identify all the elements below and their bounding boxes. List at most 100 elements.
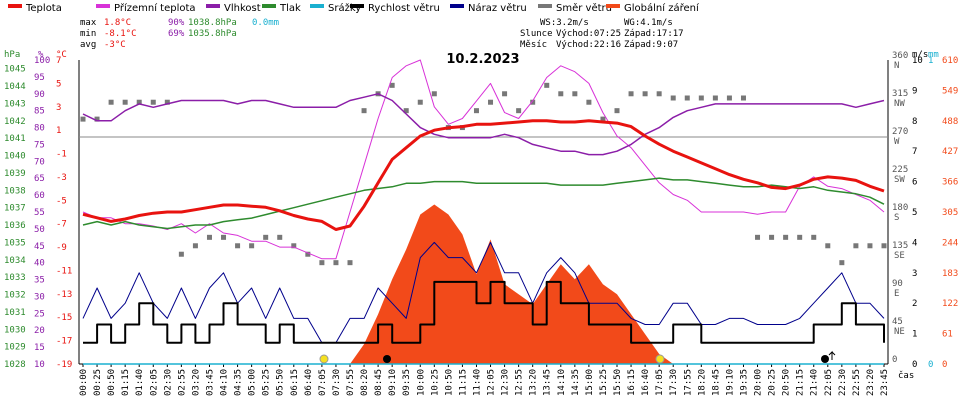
pressure-tick-label: 1036: [4, 221, 26, 231]
x-tick-label: 12:05: [487, 369, 497, 396]
x-tick-label: 02:30: [163, 369, 173, 396]
humidity-tick-label: 50: [34, 225, 45, 235]
temperature-tick-label: -17: [56, 337, 72, 347]
wind-direction-point: [235, 243, 241, 249]
wind-direction-point: [221, 234, 227, 240]
stat-max-press: 1038.8hPa: [188, 18, 237, 28]
pressure-tick-label: 1034: [4, 256, 26, 266]
wind-direction-tick-label: 90: [892, 279, 903, 289]
wind-direction-tick-label: 0: [892, 355, 897, 365]
chart-title: 10.2.2023: [446, 52, 519, 67]
wind-direction-point: [150, 99, 156, 105]
wind-direction-tick-label: 180: [892, 203, 908, 213]
wind-direction-tick-label: S: [894, 213, 899, 223]
radiation-tick-label: 427: [942, 147, 958, 157]
wind-direction-point: [164, 99, 170, 105]
wind-direction-point: [361, 108, 367, 114]
x-tick-label: 13:45: [543, 369, 553, 396]
radiation-tick-label: 122: [942, 299, 958, 309]
x-tick-label: 00:00: [79, 369, 89, 396]
legend-swatch: [96, 4, 110, 8]
wind-speed-tick-label: 0: [912, 360, 917, 370]
temperature-tick-label: 7: [56, 56, 61, 66]
temperature-tick-label: -9: [56, 243, 67, 253]
x-tick-label: 05:50: [276, 369, 286, 396]
wind-speed-tick-label: 1: [912, 330, 917, 340]
wind-direction-tick-label: 225: [892, 165, 908, 175]
wind-direction-tick-label: N: [894, 61, 899, 71]
stat-max-rain: 0.0mm: [252, 18, 279, 28]
humidity-tick-label: 10: [34, 360, 45, 370]
x-tick-label: 05:25: [262, 369, 272, 396]
legend-label: Vlhkost: [224, 3, 261, 14]
rain-tick-label: 1: [928, 56, 933, 66]
x-tick-label: 23:45: [880, 369, 890, 396]
x-tick-label: 10:00: [416, 369, 426, 396]
wind-direction-point: [881, 243, 887, 249]
wind-direction-point: [656, 91, 662, 97]
x-tick-label: 22:05: [824, 369, 834, 396]
wind-speed-tick-label: 10: [912, 56, 923, 66]
x-tick-label: 19:35: [739, 369, 749, 396]
plot-area: [80, 59, 887, 365]
x-tick-label: 10:50: [444, 369, 454, 396]
wind-direction-point: [642, 91, 648, 97]
humidity-tick-label: 75: [34, 140, 45, 150]
pressure-tick-label: 1045: [4, 65, 26, 75]
series-line-přízemní-teplota: [82, 59, 885, 260]
stat-sun-label: Slunce: [520, 29, 553, 39]
wind-direction-point: [544, 82, 550, 88]
wind-direction-point: [572, 91, 578, 97]
wind-direction-point: [473, 108, 479, 114]
x-tick-label: 11:40: [472, 369, 482, 396]
wind-direction-tick-label: 135: [892, 241, 908, 251]
stat-min-press: 1035.8hPa: [188, 29, 237, 39]
wind-direction-point: [80, 116, 86, 122]
series-line-rychlost-větru: [83, 280, 885, 344]
legend-label: Tlak: [279, 3, 301, 14]
pressure-tick-label: 1042: [4, 117, 26, 127]
wind-direction-tick-label: 360: [892, 51, 908, 61]
stat-sunset: Západ:17:17: [624, 29, 684, 39]
x-tick-label: 20:25: [768, 369, 778, 396]
x-tick-label: 14:10: [557, 369, 567, 396]
x-tick-label: 03:20: [191, 369, 201, 396]
wind-direction-point: [277, 234, 283, 240]
stat-moon-label: Měsíc: [520, 40, 547, 50]
x-tick-label: 22:30: [838, 369, 848, 396]
x-tick-label: 09:35: [402, 369, 412, 396]
x-tick-label: 18:20: [697, 369, 707, 396]
x-tick-label: 07:05: [318, 369, 328, 396]
moon-arrow-icon: [828, 350, 836, 360]
x-tick-label: 06:40: [304, 369, 314, 396]
radiation-area: [83, 204, 884, 364]
pressure-axis-label: hPa: [4, 50, 20, 60]
wind-direction-point: [291, 243, 297, 249]
wind-direction-point: [333, 260, 339, 266]
x-tick-label: 17:05: [655, 369, 665, 396]
legend: Teplota Přízemní teplota Vlhkost Tlak Srážky…: [8, 2, 700, 14]
wind-direction-point: [684, 95, 690, 101]
stat-max-label: max: [80, 18, 97, 28]
x-tick-label: 15:00: [585, 369, 595, 396]
humidity-tick-label: 35: [34, 276, 45, 286]
legend-label: Teplota: [25, 3, 62, 14]
stat-min-label: min: [80, 29, 96, 39]
stat-min-hum: 69%: [168, 29, 185, 39]
wind-speed-tick-label: 9: [912, 86, 917, 96]
temperature-tick-label: 1: [56, 126, 61, 136]
pressure-tick-label: 1028: [4, 360, 26, 370]
wind-direction-point: [347, 260, 353, 266]
wind-direction-point: [628, 91, 634, 97]
x-tick-label: 22:55: [852, 369, 862, 396]
wind-direction-tick-label: 270: [892, 127, 908, 137]
x-tick-label: 12:55: [515, 369, 525, 396]
stat-min-temp: -8.1°C: [104, 29, 137, 39]
wind-direction-point: [769, 234, 775, 240]
wind-speed-tick-label: 6: [912, 178, 917, 188]
wind-direction-tick-label: NE: [894, 327, 905, 337]
x-tick-label: 11:15: [458, 369, 468, 396]
wind-speed-axis-label: m/s: [912, 50, 928, 60]
stat-avg-temp: -3°C: [104, 40, 126, 50]
moonset-marker: [383, 355, 391, 363]
